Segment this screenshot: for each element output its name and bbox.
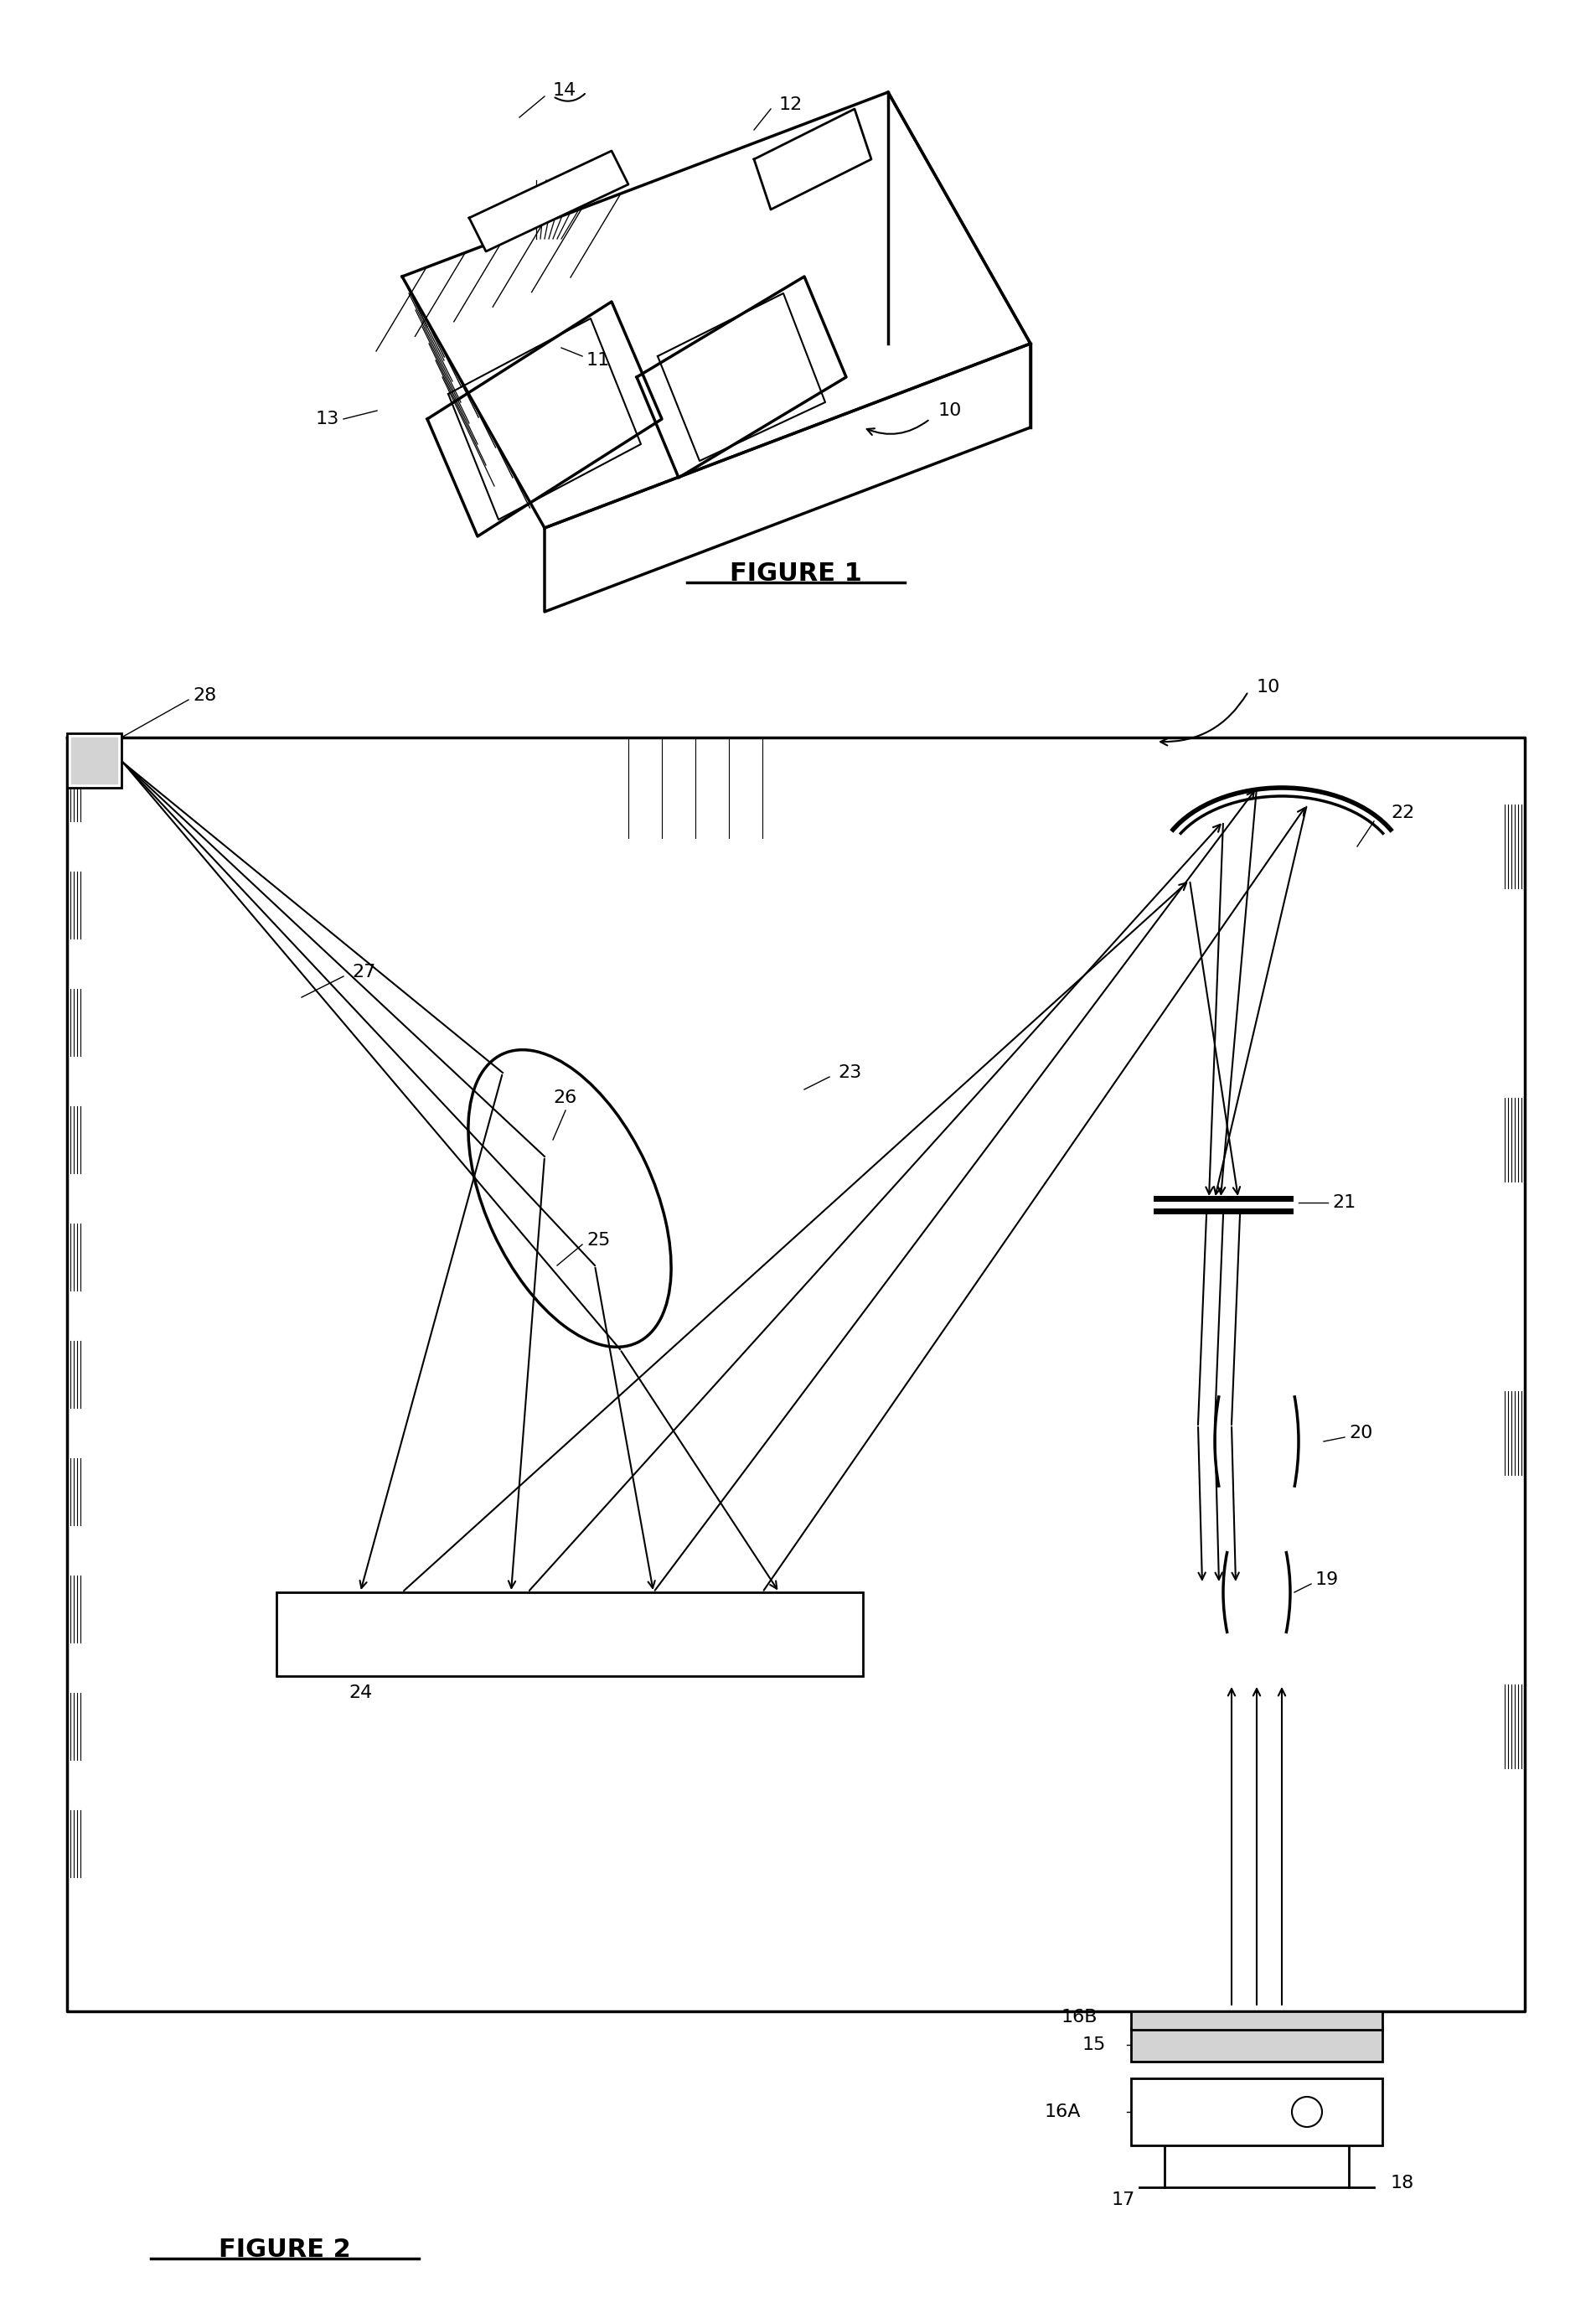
Text: 15: 15 xyxy=(1082,2035,1106,2054)
Text: 16A: 16A xyxy=(1044,2103,1080,2121)
Text: 16B: 16B xyxy=(1061,2008,1098,2026)
Text: FIGURE 1: FIGURE 1 xyxy=(729,562,862,585)
Text: 28: 28 xyxy=(193,687,217,703)
Text: 10: 10 xyxy=(1256,678,1280,696)
Text: 17: 17 xyxy=(1111,2190,1135,2209)
Text: 12: 12 xyxy=(779,97,803,113)
Bar xyxy=(1132,2012,1382,2031)
Polygon shape xyxy=(72,738,117,784)
Text: 25: 25 xyxy=(586,1233,610,1249)
Bar xyxy=(1132,2079,1382,2146)
Text: 10: 10 xyxy=(938,402,962,419)
Polygon shape xyxy=(753,109,871,210)
Text: 19: 19 xyxy=(1315,1571,1339,1589)
Text: 27: 27 xyxy=(351,965,375,981)
Text: 18: 18 xyxy=(1390,2174,1414,2190)
Text: 24: 24 xyxy=(348,1684,372,1702)
Text: 21: 21 xyxy=(1333,1194,1355,1212)
Polygon shape xyxy=(469,150,629,252)
Bar xyxy=(1132,2029,1382,2061)
Bar xyxy=(276,1591,863,1677)
Text: 22: 22 xyxy=(1390,805,1414,821)
Text: 13: 13 xyxy=(316,412,340,428)
Text: 20: 20 xyxy=(1349,1425,1373,1441)
Text: 23: 23 xyxy=(838,1064,862,1080)
Text: 11: 11 xyxy=(586,352,610,368)
Bar xyxy=(67,733,121,789)
Text: FIGURE 2: FIGURE 2 xyxy=(219,2237,351,2262)
Text: 26: 26 xyxy=(552,1089,576,1106)
Text: 14: 14 xyxy=(552,83,576,99)
